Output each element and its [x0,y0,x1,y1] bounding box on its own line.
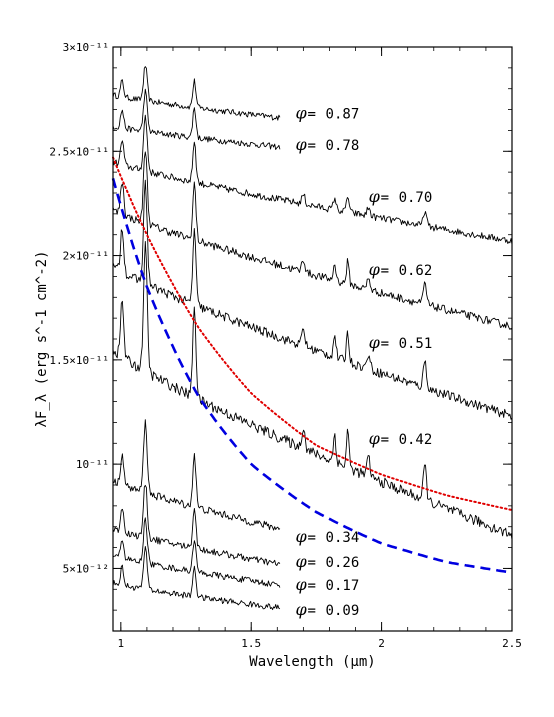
phase-value: 0.17 [326,578,360,594]
phase-equals: = [381,432,389,448]
y-axis-label: λF_λ (erg s^-1 cm^-2) [34,250,50,427]
phase-equals: = [308,138,316,154]
x-tick-label: 1 [118,637,125,650]
phase-label: φ = 0.70 [369,187,433,206]
y-tick-label: 5×10⁻¹² [63,562,109,575]
x-tick-label: 2.5 [502,637,522,650]
phase-value: 0.51 [399,336,433,352]
phase-value: 0.42 [399,432,433,448]
phase-symbol: φ [296,135,308,154]
phase-value: 0.34 [326,530,360,546]
y-tick-label: 10⁻¹¹ [76,458,109,471]
model-curve-dashed [111,178,513,574]
spectrum-line [112,484,281,566]
spectra-series [112,66,513,611]
phase-symbol: φ [369,260,381,279]
model-curves [111,156,513,574]
phase-label: φ = 0.09 [296,600,360,619]
phase-equals: = [308,603,316,619]
phase-symbol: φ [296,104,308,123]
spectrum-line [112,114,513,245]
phase-label: φ = 0.62 [369,260,433,279]
y-tick-label: 1.5×10⁻¹¹ [49,354,109,367]
x-tick-label: 2 [378,637,385,650]
phase-equals: = [381,190,389,206]
phase-value: 0.78 [326,138,360,154]
x-axis-label: Wavelength (μm) [249,654,375,670]
phase-label: φ = 0.34 [296,527,360,546]
y-tick-label: 2×10⁻¹¹ [63,250,109,263]
phase-value: 0.09 [326,603,360,619]
phase-label: φ = 0.51 [369,333,433,352]
phase-symbol: φ [369,333,381,352]
phase-equals: = [308,555,316,571]
spectrum-line [112,179,513,420]
phase-symbol: φ [369,187,381,206]
phase-label: φ = 0.87 [296,104,360,123]
y-tick-label: 3×10⁻¹¹ [63,41,109,54]
phase-label: φ = 0.78 [296,135,360,154]
model-curve-dotted [112,156,513,511]
phase-label: φ = 0.17 [296,575,360,594]
phase-symbol: φ [296,600,308,619]
x-tick-label: 1.5 [241,637,261,650]
phase-value: 0.70 [399,190,433,206]
phase-symbol: φ [296,575,308,594]
phase-value: 0.62 [399,263,433,279]
spectrum-line [112,419,281,531]
spectrum-line [112,546,281,611]
phase-symbol: φ [369,429,381,448]
phase-equals: = [381,263,389,279]
phase-value: 0.87 [326,107,360,123]
tick-labels: 1 1.5 2 2.5 5×10⁻¹² 10⁻¹¹ 1.5×10⁻¹¹ 2×10⁻¹¹ 2.5×… [49,41,522,650]
spectrum-line [112,66,281,121]
phase-equals: = [308,578,316,594]
phase-symbol: φ [296,552,308,571]
spectrum-line [112,88,281,150]
phase-equals: = [381,336,389,352]
phase-equals: = [308,530,316,546]
y-tick-label: 2.5×10⁻¹¹ [49,145,109,158]
phase-symbol: φ [296,527,308,546]
phase-labels: φ = 0.87φ = 0.78φ = 0.70φ = 0.62φ = 0.51φ = 0.42φ = 0.… [296,104,433,619]
phase-label: φ = 0.26 [296,552,360,571]
phase-equals: = [308,107,316,123]
phase-value: 0.26 [326,555,360,571]
spectrum-line [112,517,281,588]
plot-frame [112,46,513,632]
phase-label: φ = 0.42 [369,429,433,448]
spectrum-line [112,151,513,331]
spectrum-line [112,241,513,540]
